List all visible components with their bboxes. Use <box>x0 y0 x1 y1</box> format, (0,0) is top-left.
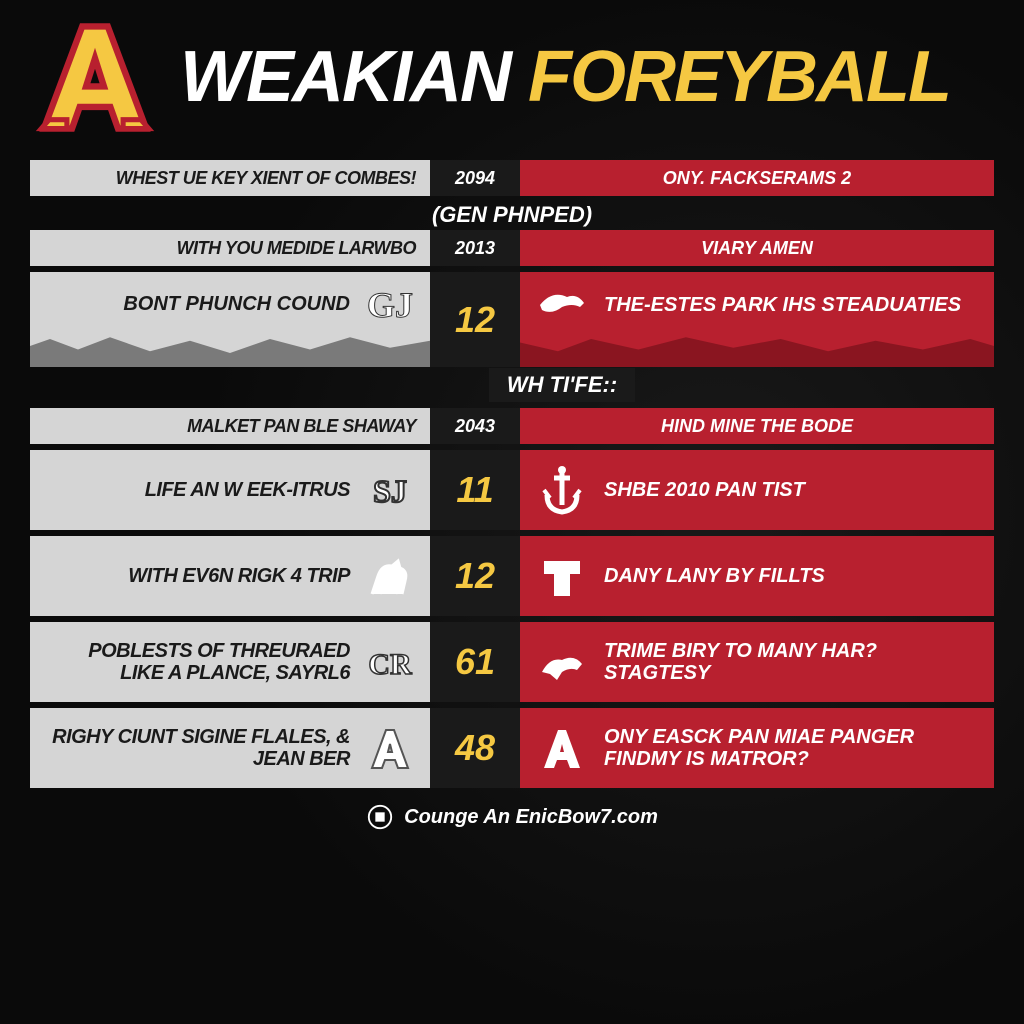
left-team-text: POBLESTS OF THREURAED LIKE A PLANCE, SAY… <box>40 640 350 684</box>
right-team-cell: HIND MINE THE BODE <box>520 408 994 444</box>
right-team-text: TRIME BIRY TO MANY HAR? STAGTESY <box>604 640 982 684</box>
mid-value-cell: 12 <box>430 536 520 616</box>
horse-logo-icon <box>360 546 420 606</box>
header: WEAKIAN FOREYBALL <box>30 20 994 135</box>
right-team-cell: VIARY AMEN <box>520 230 994 266</box>
infographic-container: WEAKIAN FOREYBALL WHEST UE KEY XIENT OF … <box>0 0 1024 1024</box>
torn-matchup-row: BONT PHUNCH COUND GJ 12 THE-ESTES PARK I… <box>30 272 994 367</box>
section-label: (GEN PHNPED) <box>30 202 994 228</box>
a2-logo-icon <box>532 718 592 778</box>
t-logo-icon <box>532 546 592 606</box>
dragon-logo-icon <box>532 275 592 335</box>
svg-text:GJ: GJ <box>367 285 413 325</box>
right-team-cell: TRIME BIRY TO MANY HAR? STAGTESY <box>520 622 994 702</box>
left-team-cell: WITH EV6N RIGK 4 TRIP <box>30 536 430 616</box>
right-team-cell: ONY EASCK PAN MIAE PANGER FINDMY IS MATR… <box>520 708 994 788</box>
wh-label-text: WH TI'FE:: <box>489 368 635 402</box>
footer: Counge An EnicBow7.com <box>30 803 994 831</box>
page-title: WEAKIAN FOREYBALL <box>180 45 950 110</box>
left-team-cell: MALKET PAN BLE SHAWAY <box>30 408 430 444</box>
wh-label: WH TI'FE:: <box>30 368 994 402</box>
matchup-row: RIGHY CIUNT SIGINE FLALES, & JEAN BER 48… <box>30 708 994 788</box>
left-team-cell: POBLESTS OF THREURAED LIKE A PLANCE, SAY… <box>30 622 430 702</box>
sj-logo-icon: SJ <box>360 460 420 520</box>
anchor-logo-icon <box>532 460 592 520</box>
data-row: WHEST UE KEY XIENT OF COMBES! 2094 ONY. … <box>30 160 994 196</box>
matchup-row: WITH EV6N RIGK 4 TRIP 12 DANY LANY BY FI… <box>30 536 994 616</box>
right-team-cell: DANY LANY BY FILLTS <box>520 536 994 616</box>
mid-value-cell: 12 <box>430 272 520 367</box>
matchup-row: POBLESTS OF THREURAED LIKE A PLANCE, SAY… <box>30 622 994 702</box>
footer-text: Counge An EnicBow7.com <box>404 806 658 829</box>
svg-text:CR: CR <box>368 648 412 681</box>
mid-value-cell: 61 <box>430 622 520 702</box>
right-team-text: THE-ESTES PARK IHS STEADUATIES <box>604 294 961 316</box>
data-row: WITH YOU MEDIDE LARWBO 2013 VIARY AMEN <box>30 230 994 266</box>
left-team-cell: RIGHY CIUNT SIGINE FLALES, & JEAN BER <box>30 708 430 788</box>
a-logo-icon <box>360 718 420 778</box>
rows-container: WHEST UE KEY XIENT OF COMBES! 2094 ONY. … <box>30 160 994 788</box>
right-team-text: ONY EASCK PAN MIAE PANGER FINDMY IS MATR… <box>604 726 982 770</box>
title-part-2: FOREYBALL <box>528 37 950 117</box>
mid-value-cell: 2094 <box>430 160 520 196</box>
left-team-text: WITH EV6N RIGK 4 TRIP <box>128 565 350 587</box>
gj-logo-icon: GJ <box>360 275 420 335</box>
left-team-text: LIFE AN W EEK-ITRUS <box>145 479 350 501</box>
mid-value-cell: 2043 <box>430 408 520 444</box>
right-team-text: DANY LANY BY FILLTS <box>604 565 825 587</box>
right-team-cell: ONY. FACKSERAMS 2 <box>520 160 994 196</box>
data-row: MALKET PAN BLE SHAWAY 2043 HIND MINE THE… <box>30 408 994 444</box>
left-team-cell: WITH YOU MEDIDE LARWBO <box>30 230 430 266</box>
left-team-text: RIGHY CIUNT SIGINE FLALES, & JEAN BER <box>40 726 350 770</box>
footer-crest-icon <box>366 803 394 831</box>
section-label-text: (GEN PHNPED) <box>432 202 592 228</box>
torn-edge-icon <box>520 332 994 367</box>
left-team-cell: BONT PHUNCH COUND GJ <box>30 272 430 367</box>
cr-logo-icon: CR <box>360 632 420 692</box>
matchup-row: LIFE AN W EEK-ITRUS SJ 11 SHBE 2010 PAN … <box>30 450 994 530</box>
panther-logo-icon <box>532 632 592 692</box>
right-team-cell: THE-ESTES PARK IHS STEADUATIES <box>520 272 994 367</box>
mid-value-cell: 48 <box>430 708 520 788</box>
logo-a-icon <box>30 20 160 135</box>
left-team-cell: WHEST UE KEY XIENT OF COMBES! <box>30 160 430 196</box>
right-team-cell: SHBE 2010 PAN TIST <box>520 450 994 530</box>
left-team-cell: LIFE AN W EEK-ITRUS SJ <box>30 450 430 530</box>
title-part-1: WEAKIAN <box>180 37 510 117</box>
right-team-text: SHBE 2010 PAN TIST <box>604 479 805 501</box>
svg-text:SJ: SJ <box>373 473 407 509</box>
torn-edge-icon <box>30 332 430 367</box>
mid-value-cell: 11 <box>430 450 520 530</box>
mid-value-cell: 2013 <box>430 230 520 266</box>
left-team-text: BONT PHUNCH COUND <box>123 293 350 316</box>
